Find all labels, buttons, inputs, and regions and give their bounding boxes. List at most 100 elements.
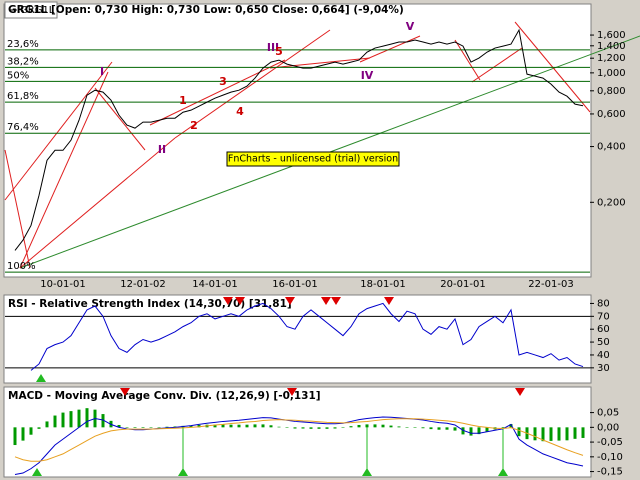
sell-signal [285,297,295,305]
y-tick-label: 40 [597,350,610,361]
macd-title: MACD - Moving Average Conv. Div. (12,26,… [8,390,321,402]
histogram-bar [373,424,377,428]
histogram-bar [485,427,489,432]
histogram-bar [357,424,361,428]
wave-label: 5 [275,45,283,58]
sell-signal [120,388,130,396]
buy-signal [498,468,508,476]
histogram-bar [333,427,337,429]
histogram-bar [77,409,81,428]
histogram-bar [149,427,153,428]
histogram-bar [509,424,513,428]
histogram-bar [29,427,33,435]
histogram-bar [237,424,241,428]
histogram-bar [365,424,369,428]
sell-signal [384,297,394,305]
y-tick-label: 1,600 [597,30,626,41]
trendline [4,149,31,269]
series-line [14,416,584,476]
y-tick-label: 60 [597,324,610,335]
histogram-bar [293,427,297,429]
wave-label: 1 [179,94,187,107]
price-panel [3,3,592,278]
trendline [454,39,481,81]
watermark: FnCharts - unlicensed (trial) version [228,154,398,165]
histogram-bar [101,414,105,428]
sell-signal [235,297,245,305]
x-tick-label: 18-01-01 [360,279,405,290]
trendlines [4,21,640,269]
x-tick-label: 22-01-03 [528,279,573,290]
fib-label: 50% [7,70,29,81]
trendline [4,61,113,201]
histogram-bar [469,427,473,436]
histogram-bar [213,424,217,428]
histogram-bar [221,424,225,428]
trendline [94,87,146,151]
histogram-bar [285,427,289,428]
trendline [269,57,371,69]
histogram-bar [269,425,273,428]
y-tick-label: 0,600 [597,109,626,120]
fib-label: 100% [7,261,36,272]
sell-signal [223,297,233,305]
fib-label: 76,4% [7,122,39,133]
histogram-bar [277,426,281,428]
fib-label: 23,6% [7,39,39,50]
histogram-bar [133,427,137,428]
sell-signal [515,388,525,396]
trendline [174,29,331,139]
y-tick-label: -0,10 [597,452,623,463]
histogram-bar [517,427,521,437]
histogram-bar [405,427,409,428]
price-title: GRG1L [Open: 0,730 High: 0,730 Low: 0,65… [8,4,404,16]
y-tick-label: 0,400 [597,142,626,153]
y-tick-label: 0,200 [597,197,626,208]
trendline [19,137,176,269]
histogram-bar [501,427,505,428]
histogram-bar [325,427,329,429]
histogram-bar [445,427,449,430]
buy-signal [36,374,46,382]
histogram-bar [437,427,441,430]
trendline [149,59,286,126]
histogram-bar [157,427,161,428]
histogram-bar [453,427,457,431]
y-tick-label: 1,000 [597,68,626,79]
histogram-bar [565,427,569,441]
wave-label: I [100,65,104,78]
histogram-bar [389,425,393,428]
histogram-bar [165,426,169,428]
histogram-bar [477,427,481,435]
histogram-bar [13,427,17,446]
histogram-bar [581,427,585,438]
legend-label: GRG1L [20,5,55,16]
sell-signal [331,297,341,305]
histogram-bar [541,427,545,442]
histogram-bar [413,427,417,428]
histogram-bar [53,415,57,428]
series-line [30,302,584,371]
histogram-bar [301,427,305,429]
y-tick-label: 30 [597,363,610,374]
trendline [471,47,523,83]
histogram-bar [197,424,201,428]
histogram-bar [397,426,401,428]
trendline [19,71,109,269]
histogram-bar [69,411,73,428]
histogram-bar [381,424,385,428]
fib-label: 61,8% [7,91,39,102]
wave-label: II [158,143,166,156]
histogram-bar [421,427,425,429]
histogram-bar [429,427,433,430]
rsi-title: RSI - Relative Strength Index (14,30,70)… [8,298,292,310]
histogram-bar [573,427,577,439]
y-tick-label: 1,400 [597,41,626,52]
watermark-box [226,151,400,167]
signals [32,297,525,476]
x-tick-label: 20-01-01 [440,279,485,290]
x-tick-label: 16-01-01 [272,279,317,290]
x-tick-label: 12-01-02 [120,279,165,290]
histogram-bar [21,427,25,441]
histogram-bar [349,426,353,428]
